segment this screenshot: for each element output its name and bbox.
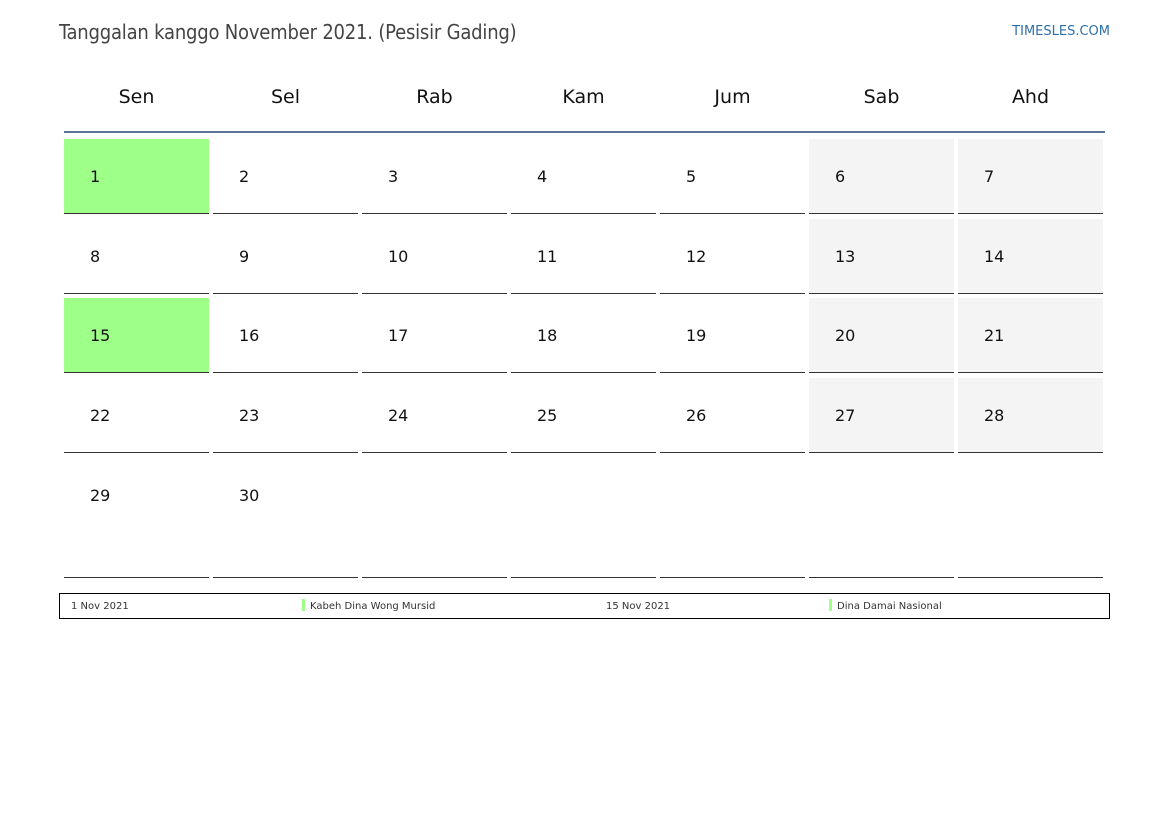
empty-day-cell <box>511 458 656 578</box>
day-cell: 27 <box>809 378 954 453</box>
day-number: 20 <box>835 326 856 345</box>
day-number: 28 <box>984 406 1005 425</box>
day-number: 26 <box>686 406 707 425</box>
legend-date: 15 Nov 2021 <box>606 601 671 612</box>
site-link[interactable]: TIMESLES.COM <box>1012 24 1110 39</box>
day-cell: 14 <box>958 219 1103 294</box>
day-number: 17 <box>388 326 409 345</box>
empty-day-cell <box>958 458 1103 578</box>
day-number: 3 <box>388 167 399 186</box>
day-cell: 26 <box>660 378 805 453</box>
day-cell: 20 <box>809 298 954 373</box>
day-number: 30 <box>239 486 260 505</box>
day-cell: 28 <box>958 378 1103 453</box>
day-cell: 30 <box>213 458 358 578</box>
day-cell: 29 <box>64 458 209 578</box>
weekday-label: Ahd <box>1011 86 1050 108</box>
legend-date: 1 Nov 2021 <box>71 601 129 612</box>
day-cell: 6 <box>809 139 954 214</box>
header-divider <box>64 131 1105 133</box>
day-cell: 5 <box>660 139 805 214</box>
day-cell: 16 <box>213 298 358 373</box>
day-number: 27 <box>835 406 856 425</box>
day-number: 5 <box>686 167 697 186</box>
day-number: 9 <box>239 247 250 266</box>
day-cell: 8 <box>64 219 209 294</box>
day-number: 19 <box>686 326 707 345</box>
day-number: 21 <box>984 326 1005 345</box>
day-cell: 1 <box>64 139 209 214</box>
day-number: 7 <box>984 167 995 186</box>
legend-holiday-name: Kabeh Dina Wong Mursid <box>302 599 435 612</box>
empty-day-cell <box>362 458 507 578</box>
day-number: 25 <box>537 406 558 425</box>
day-cell: 12 <box>660 219 805 294</box>
day-cell: 21 <box>958 298 1103 373</box>
day-number: 22 <box>90 406 111 425</box>
day-number: 14 <box>984 247 1005 266</box>
day-cell: 24 <box>362 378 507 453</box>
day-number: 13 <box>835 247 856 266</box>
day-cell: 9 <box>213 219 358 294</box>
day-number: 15 <box>90 326 111 345</box>
empty-day-cell <box>660 458 805 578</box>
day-cell: 19 <box>660 298 805 373</box>
day-cell: 18 <box>511 298 656 373</box>
day-cell: 4 <box>511 139 656 214</box>
day-cell: 15 <box>64 298 209 373</box>
day-cell: 22 <box>64 378 209 453</box>
day-number: 23 <box>239 406 260 425</box>
weekday-header-row: Sen Sel Rab Kam Jum Sab Ahd <box>64 86 1105 112</box>
day-number: 6 <box>835 167 846 186</box>
page-title: Tanggalan kanggo November 2021. (Pesisir… <box>59 20 517 44</box>
day-number: 11 <box>537 247 558 266</box>
weekday-label: Rab <box>416 86 453 108</box>
day-cell: 11 <box>511 219 656 294</box>
legend-holiday-name: Dina Damai Nasional <box>829 599 942 612</box>
day-cell: 7 <box>958 139 1103 214</box>
weekday-label: Kam <box>562 86 605 108</box>
day-cell: 17 <box>362 298 507 373</box>
day-number: 2 <box>239 167 250 186</box>
day-cell: 10 <box>362 219 507 294</box>
day-number: 29 <box>90 486 111 505</box>
day-number: 4 <box>537 167 548 186</box>
day-number: 24 <box>388 406 409 425</box>
holiday-legend: 1 Nov 2021 Kabeh Dina Wong Mursid 15 Nov… <box>59 593 1110 619</box>
calendar-grid: 1 2 3 4 5 6 7 8 9 10 11 12 13 14 15 16 17 18 19 20 21 22 23 24 2… <box>64 139 1105 579</box>
day-number: 12 <box>686 247 707 266</box>
empty-day-cell <box>809 458 954 578</box>
day-number: 1 <box>90 167 101 186</box>
day-number: 10 <box>388 247 409 266</box>
weekday-label: Sen <box>118 86 155 108</box>
day-number: 16 <box>239 326 260 345</box>
day-cell: 25 <box>511 378 656 453</box>
weekday-label: Sab <box>863 86 900 108</box>
day-cell: 13 <box>809 219 954 294</box>
day-cell: 23 <box>213 378 358 453</box>
weekday-label: Jum <box>714 86 751 108</box>
day-number: 8 <box>90 247 101 266</box>
day-cell: 3 <box>362 139 507 214</box>
day-cell: 2 <box>213 139 358 214</box>
day-number: 18 <box>537 326 558 345</box>
weekday-label: Sel <box>270 86 301 108</box>
